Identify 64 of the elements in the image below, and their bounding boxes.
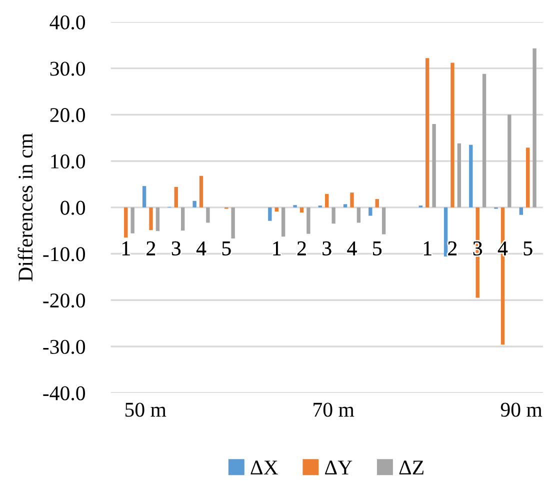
bar bbox=[300, 207, 304, 212]
bar bbox=[356, 207, 361, 223]
bar bbox=[180, 207, 185, 231]
y-tick-label: -30.0 bbox=[43, 340, 86, 354]
bar bbox=[206, 207, 210, 223]
y-tick-label: 10.0 bbox=[51, 154, 86, 169]
bar bbox=[281, 207, 286, 237]
bar bbox=[343, 204, 348, 208]
bar bbox=[482, 74, 486, 208]
bar bbox=[444, 207, 448, 257]
bar bbox=[508, 114, 512, 208]
y-tick-label: 40.0 bbox=[50, 15, 86, 30]
text: 70 m bbox=[314, 402, 354, 417]
x-tick-label: 2 bbox=[146, 241, 156, 256]
bar bbox=[382, 207, 386, 234]
bar bbox=[149, 207, 153, 230]
bar bbox=[192, 200, 196, 208]
bar bbox=[130, 207, 134, 234]
bar bbox=[231, 207, 235, 238]
bar bbox=[532, 48, 536, 208]
x-tick-label: 4 bbox=[196, 241, 206, 256]
y-tick-label: -10.0 bbox=[43, 247, 86, 262]
x-tick-label: 5 bbox=[524, 242, 532, 256]
bar bbox=[274, 207, 278, 212]
bar bbox=[306, 207, 310, 234]
text: 50 m bbox=[125, 402, 166, 417]
legend-label: ΔZ bbox=[399, 460, 424, 474]
x-tick-label: 5 bbox=[373, 242, 382, 256]
bar bbox=[142, 186, 146, 208]
bar bbox=[450, 62, 454, 208]
x-tick-label: 2 bbox=[448, 241, 457, 256]
text: 90 m bbox=[500, 402, 542, 417]
x-tick-label: 2 bbox=[297, 241, 306, 256]
y-tick-label: -40.0 bbox=[43, 386, 86, 400]
bar bbox=[426, 58, 430, 208]
bar bbox=[375, 199, 379, 208]
bar bbox=[368, 207, 372, 216]
x-tick-label: 4 bbox=[347, 241, 357, 256]
y-tick-label: 30.0 bbox=[50, 62, 86, 76]
bar bbox=[325, 194, 329, 208]
bar bbox=[469, 144, 473, 208]
x-tick-label: 3 bbox=[172, 241, 181, 256]
y-tick-label: -20.0 bbox=[43, 293, 86, 308]
y-axis-title: Differences in cm bbox=[18, 133, 33, 282]
bar bbox=[519, 207, 523, 215]
bar bbox=[332, 207, 336, 224]
legend-label: ΔX bbox=[250, 460, 278, 474]
bar bbox=[350, 192, 354, 208]
bar bbox=[526, 148, 530, 208]
bar bbox=[156, 207, 160, 232]
bar bbox=[457, 143, 462, 208]
bar bbox=[124, 207, 128, 238]
bar bbox=[432, 124, 436, 208]
x-tick-label: 1 bbox=[273, 241, 281, 256]
x-tick-label: 5 bbox=[222, 242, 231, 256]
x-tick-label: 3 bbox=[322, 241, 332, 256]
y-tick-label: 20.0 bbox=[50, 108, 86, 122]
x-tick-label: 1 bbox=[424, 241, 432, 256]
x-tick-label: 1 bbox=[122, 241, 130, 256]
legend-label: ΔY bbox=[325, 460, 352, 474]
bar bbox=[199, 176, 204, 208]
y-tick-label: 0.0 bbox=[60, 200, 86, 215]
bar bbox=[268, 207, 272, 221]
bar bbox=[174, 187, 178, 208]
